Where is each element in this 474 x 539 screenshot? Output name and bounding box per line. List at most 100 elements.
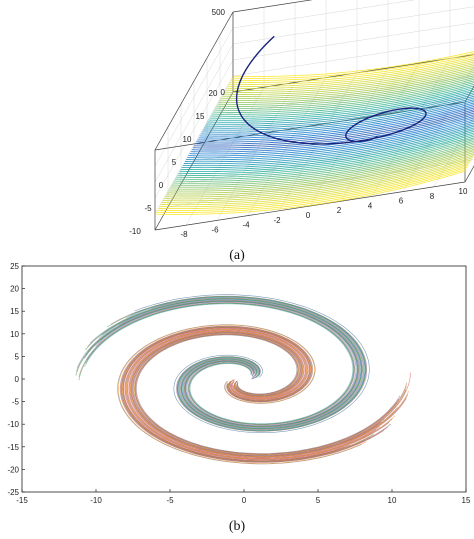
spiral-curve	[123, 327, 350, 461]
surface-line	[206, 92, 474, 125]
surface-line	[224, 64, 474, 93]
x-tick-label: 15	[462, 496, 471, 505]
surface-line	[212, 82, 474, 113]
y-tick-label: 0	[159, 181, 164, 190]
x-tick-label: -5	[166, 496, 174, 505]
surface-line	[191, 114, 474, 151]
surface-line	[216, 77, 474, 107]
y-tick-label: 10	[10, 330, 19, 339]
spiral-curve	[130, 296, 366, 431]
surface-line	[193, 110, 474, 147]
y-tick-label: 0	[15, 375, 20, 384]
surface-line	[172, 142, 474, 184]
surface-line	[189, 117, 474, 155]
surface-line	[176, 137, 474, 178]
surface-line	[199, 102, 474, 137]
surface-line	[221, 68, 474, 97]
x-tick-label: 0	[306, 211, 311, 220]
spiral-curve	[84, 303, 353, 424]
surface-line	[209, 87, 474, 119]
z-tick-label: 500	[212, 8, 226, 17]
y-tick-label: 5	[172, 158, 177, 167]
surface-line	[167, 150, 474, 194]
spiral-curve	[126, 329, 377, 459]
spiral-curve	[134, 333, 408, 455]
panel-b-spiral-plot: -15 -10 -5 0 5 10 15 25 20 15 10 5 0 -5 -10 -15 -20 -25	[7, 262, 471, 505]
spiral-curve	[134, 294, 370, 433]
spiral-curve	[151, 297, 365, 430]
surface-line	[154, 170, 466, 215]
surface-line	[156, 168, 467, 213]
surface-line	[179, 132, 474, 173]
spiral-curve	[125, 297, 365, 431]
trajectory-line	[235, 35, 427, 145]
x-tick-label: 10	[388, 496, 397, 505]
spiral-curve	[106, 296, 367, 432]
surface-line	[166, 151, 474, 196]
surface-line	[227, 59, 474, 87]
surface-line	[183, 125, 474, 165]
surface-line	[232, 51, 474, 77]
surface-line	[218, 73, 474, 103]
spiral-curve	[127, 329, 380, 459]
surface-line	[180, 130, 474, 171]
caption-b: (b)	[229, 519, 246, 534]
y-tick-label: -15	[7, 443, 19, 452]
surface-line	[157, 166, 468, 212]
surface-line	[173, 140, 474, 182]
surface-line	[178, 134, 474, 174]
spiral-curve	[83, 301, 358, 427]
spiral-curve	[101, 298, 362, 429]
surface-line	[195, 109, 474, 145]
surface-line	[187, 120, 474, 159]
surface-line	[225, 63, 474, 91]
spiral-curve	[133, 333, 407, 456]
surface-line	[159, 163, 470, 208]
spiral-curve	[133, 333, 407, 455]
surface-line	[168, 148, 474, 192]
spiral-curve	[117, 324, 362, 465]
surface-line	[181, 129, 474, 169]
surface-line	[186, 122, 474, 161]
spiral-curve	[125, 328, 393, 460]
surface-line	[162, 157, 473, 202]
panel-a-trajectory	[235, 35, 427, 145]
y-tick-label: 20	[209, 89, 218, 98]
spiral-curve	[78, 302, 355, 425]
spiral-curve	[98, 299, 361, 429]
surface-line	[217, 75, 474, 105]
surface-line	[230, 54, 474, 81]
spiral-curve	[85, 298, 363, 430]
y-tick-label: -10	[129, 227, 141, 236]
z-tick-label: 0	[221, 88, 226, 97]
surface-line	[205, 94, 474, 127]
grid-line	[232, 0, 313, 13]
axis-edge	[154, 181, 466, 231]
y-tick-label: -20	[7, 465, 19, 474]
x-tick-label: 8	[430, 192, 435, 201]
spiral-curve	[97, 301, 357, 427]
surface-line	[214, 80, 474, 111]
spiral-curve	[124, 328, 390, 461]
surface-line	[208, 89, 474, 121]
surface-line	[163, 155, 474, 200]
spiral-curve	[117, 324, 367, 464]
spiral-curve	[121, 327, 370, 462]
x-tick-label: -6	[211, 225, 219, 234]
spiral-curve	[87, 298, 364, 430]
surface-line	[207, 90, 474, 123]
spiral-curve	[119, 325, 385, 463]
spiral-curve	[121, 326, 392, 462]
surface-line	[175, 138, 474, 180]
y-tick-label: 20	[10, 285, 19, 294]
spiral-curve	[135, 334, 399, 455]
surface-line	[231, 52, 474, 79]
y-tick-label: -25	[7, 488, 19, 497]
spiral-curve	[75, 300, 359, 427]
spiral-curve	[129, 331, 409, 458]
spiral-curve	[126, 329, 396, 460]
surface-line	[228, 58, 474, 85]
spiral-curve	[129, 330, 408, 458]
